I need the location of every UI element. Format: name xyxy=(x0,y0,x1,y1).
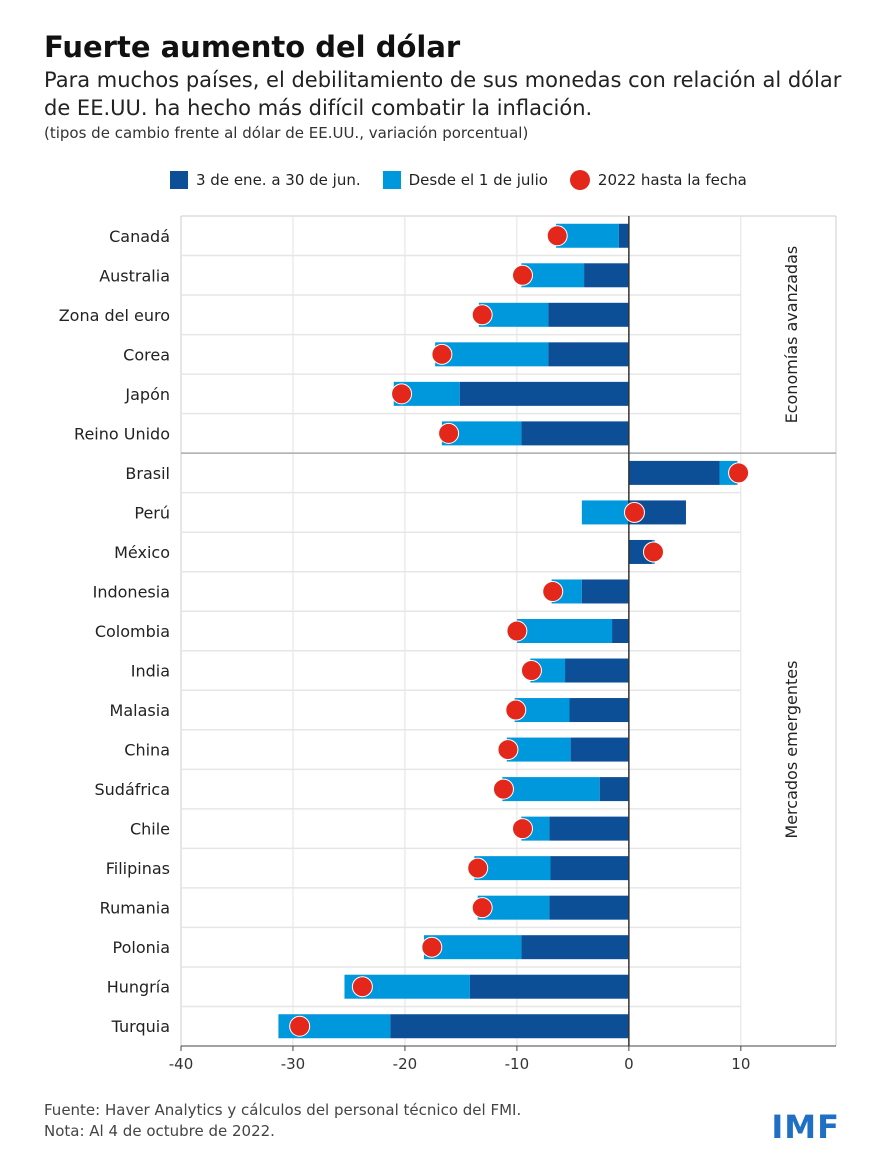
bar-segment-since-july xyxy=(581,500,629,525)
category-label: India xyxy=(131,662,170,681)
dot-ytd xyxy=(391,383,413,405)
bar-segment-jan-jun xyxy=(569,698,629,723)
bar-segment-jan-jun xyxy=(599,777,629,802)
category-label: Perú xyxy=(134,503,170,522)
legend-item: Desde el 1 de julio xyxy=(382,171,548,189)
category-label: Japón xyxy=(124,385,170,404)
bar-segment-jan-jun xyxy=(565,658,629,683)
x-tick-label: -30 xyxy=(281,1055,306,1073)
bar-segment-jan-jun xyxy=(612,619,629,643)
legend-label: 2022 hasta la fecha xyxy=(597,171,747,189)
category-label: Turquia xyxy=(111,1017,170,1036)
group-label: Economías avanzadas xyxy=(782,246,801,424)
dot-ytd xyxy=(511,818,533,840)
legend: 3 de ene. a 30 de jun. Desde el 1 de jul… xyxy=(170,170,747,190)
legend-item: 3 de ene. a 30 de jun. xyxy=(170,171,361,189)
category-label: Brasil xyxy=(125,464,170,483)
dot-ytd xyxy=(471,304,493,326)
category-label: Australia xyxy=(99,266,170,285)
bar-segment-jan-jun xyxy=(521,935,629,960)
bar-segment-jan-jun xyxy=(459,381,629,406)
bar-segment-since-july xyxy=(502,777,600,802)
dot-ytd xyxy=(728,462,750,484)
category-label: Colombia xyxy=(95,622,170,641)
bar-segment-jan-jun xyxy=(550,856,629,881)
bar-segment-jan-jun xyxy=(548,302,629,327)
category-label: Hungría xyxy=(107,978,170,997)
dot-ytd xyxy=(492,778,514,800)
x-tick-label: -40 xyxy=(169,1055,194,1073)
category-label: Rumania xyxy=(100,899,170,918)
dot-ytd xyxy=(421,936,443,958)
x-tick-label: 0 xyxy=(624,1055,634,1073)
bar-segment-jan-jun xyxy=(581,579,629,604)
dot-ytd xyxy=(511,264,533,286)
legend-item: 2022 hasta la fecha xyxy=(569,170,747,190)
x-tick-label: -20 xyxy=(393,1055,418,1073)
bar-segment-jan-jun xyxy=(618,223,629,248)
category-label: Sudáfrica xyxy=(94,780,170,799)
category-label: Malasia xyxy=(110,701,170,720)
units-note: (tipos de cambio frente al dólar de EE.U… xyxy=(44,124,529,142)
category-label: Polonia xyxy=(113,938,171,957)
legend-swatch xyxy=(382,171,401,189)
dot-ytd xyxy=(506,620,528,642)
chart-subtitle: Para muchos países, el debilitamiento de… xyxy=(44,68,842,120)
date-note: Nota: Al 4 de octubre de 2022. xyxy=(44,1122,275,1140)
category-label: Chile xyxy=(130,820,170,839)
dot-ytd xyxy=(497,739,519,761)
bar-segment-since-july xyxy=(516,619,613,643)
legend-label: Desde el 1 de julio xyxy=(408,171,548,189)
dot-ytd xyxy=(431,343,453,365)
dot-ytd xyxy=(546,225,568,247)
dot-ytd xyxy=(642,541,664,563)
bar-segment-jan-jun xyxy=(549,895,629,920)
bar-segment-jan-jun xyxy=(548,342,629,367)
bar-segment-jan-jun xyxy=(570,737,629,762)
category-label: Indonesia xyxy=(93,582,170,601)
source-note: Fuente: Haver Analytics y cálculos del p… xyxy=(44,1101,522,1119)
dot-ytd xyxy=(467,857,489,879)
category-label: Corea xyxy=(123,345,170,364)
bar-segment-jan-jun xyxy=(549,816,629,841)
group-label: Mercados emergentes xyxy=(782,661,801,839)
category-label: México xyxy=(114,543,170,562)
dot-ytd xyxy=(351,976,373,998)
bar-segment-jan-jun xyxy=(390,1014,629,1039)
category-label: Canadá xyxy=(109,227,170,246)
bar-segment-since-july xyxy=(435,342,549,367)
bar-segment-jan-jun xyxy=(584,263,629,288)
category-label: China xyxy=(124,741,170,760)
legend-swatch xyxy=(170,171,188,189)
legend-label: 3 de ene. a 30 de jun. xyxy=(196,171,361,189)
imf-logo: IMF xyxy=(771,1108,840,1146)
x-tick-label: 10 xyxy=(731,1055,750,1073)
x-tick-label: -10 xyxy=(505,1055,530,1073)
dot-ytd xyxy=(505,699,527,721)
category-label: Filipinas xyxy=(106,859,170,878)
dot-ytd xyxy=(623,501,645,523)
legend-dot xyxy=(569,170,590,190)
dot-ytd xyxy=(520,660,542,682)
chart-title: Fuerte aumento del dólar xyxy=(44,30,461,64)
dot-ytd xyxy=(542,580,564,602)
bar-segment-jan-jun xyxy=(469,974,629,999)
category-label: Reino Unido xyxy=(74,424,170,443)
dot-ytd xyxy=(438,422,460,444)
category-label: Zona del euro xyxy=(59,306,170,325)
bar-segment-jan-jun xyxy=(521,421,629,446)
dot-ytd xyxy=(289,1015,311,1037)
bar-segment-jan-jun xyxy=(628,460,720,485)
footnotes: Fuente: Haver Analytics y cálculos del p… xyxy=(44,1100,521,1142)
dot-ytd xyxy=(471,897,493,919)
